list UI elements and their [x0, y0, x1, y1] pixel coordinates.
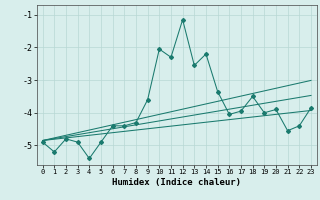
X-axis label: Humidex (Indice chaleur): Humidex (Indice chaleur): [112, 178, 241, 187]
